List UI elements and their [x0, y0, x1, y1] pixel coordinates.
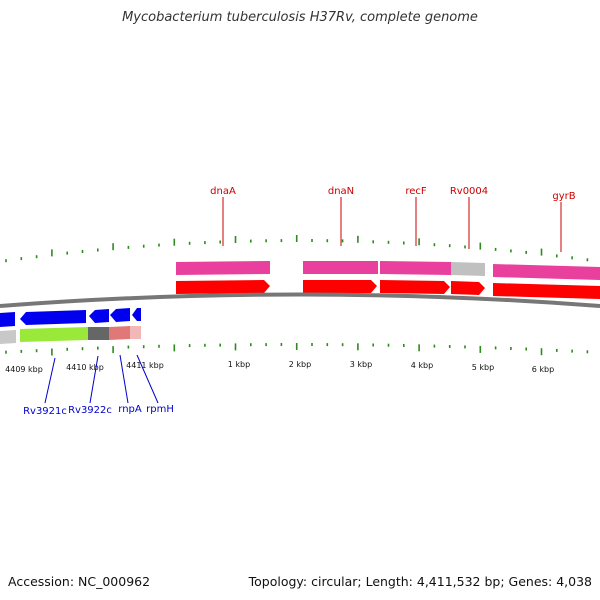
gene-left-partial[interactable] — [0, 330, 16, 344]
gene-rnpA[interactable] — [109, 326, 130, 340]
map-title: Mycobacterium tuberculosis H37Rv, comple… — [122, 10, 478, 25]
cds-gyrB[interactable] — [493, 283, 600, 299]
position-label: 4 kbp — [411, 361, 433, 370]
position-label: 4410 kbp — [66, 363, 104, 372]
cds-Rv3922c[interactable] — [89, 309, 109, 323]
position-label: 4409 kbp — [5, 365, 43, 374]
label-recF[interactable]: recF — [405, 186, 427, 197]
gene-gyrB[interactable] — [493, 264, 600, 280]
reverse-gene-track — [0, 326, 141, 344]
cds-Rv0004[interactable] — [451, 281, 485, 295]
forward-gene-track — [176, 261, 600, 280]
label-Rv3921c[interactable]: Rv3921c — [23, 406, 67, 417]
position-label: 4411 kbp — [126, 361, 164, 370]
position-label: 5 kbp — [472, 363, 494, 372]
outer-tick-track — [5, 235, 589, 263]
cds-rpmH[interactable] — [132, 308, 141, 321]
label-dnaN[interactable]: dnaN — [328, 186, 354, 197]
label-dnaA[interactable]: dnaA — [210, 186, 236, 197]
forward-label-leaders — [222, 197, 562, 252]
label-rpmH[interactable]: rpmH — [146, 404, 174, 415]
cds-Rv3921c[interactable] — [20, 310, 86, 325]
label-Rv0004[interactable]: Rv0004 — [450, 186, 488, 197]
gene-recF[interactable] — [380, 261, 451, 275]
cds-dnaN[interactable] — [303, 280, 377, 293]
inner-tick-track — [5, 343, 589, 356]
label-Rv3922c[interactable]: Rv3922c — [68, 405, 112, 416]
gene-Rv3921c[interactable] — [20, 327, 88, 342]
gene-Rv3922c[interactable] — [88, 327, 109, 340]
gene-rpmH[interactable] — [130, 326, 141, 339]
position-label: 2 kbp — [289, 360, 311, 369]
accession-text: Accession: NC_000962 — [8, 574, 151, 589]
reverse-cds-track — [0, 308, 141, 327]
cds-dnaA[interactable] — [176, 280, 270, 294]
gene-dnaN[interactable] — [303, 261, 378, 274]
gene-dnaA[interactable] — [176, 261, 270, 275]
cds-recF[interactable] — [380, 280, 450, 294]
forward-cds-track — [176, 280, 600, 299]
position-labels: 4409 kbp 4410 kbp 4411 kbp 1 kbp 2 kbp 3… — [5, 360, 554, 374]
genome-backbone — [0, 292, 600, 308]
cds-left-partial[interactable] — [0, 312, 15, 327]
reverse-labels: Rv3921c Rv3922c rnpA rpmH — [23, 404, 174, 417]
genome-summary-text: Topology: circular; Length: 4,411,532 bp… — [248, 574, 592, 589]
label-gyrB[interactable]: gyrB — [552, 191, 575, 202]
label-rnpA[interactable]: rnpA — [118, 404, 142, 415]
gene-Rv0004[interactable] — [451, 262, 485, 276]
forward-labels: dnaA dnaN recF Rv0004 gyrB — [210, 186, 576, 202]
position-label: 1 kbp — [228, 360, 250, 369]
reverse-label-leaders — [44, 354, 159, 404]
cds-rnpA[interactable] — [110, 308, 130, 322]
position-label: 6 kbp — [532, 365, 554, 374]
position-label: 3 kbp — [350, 360, 372, 369]
